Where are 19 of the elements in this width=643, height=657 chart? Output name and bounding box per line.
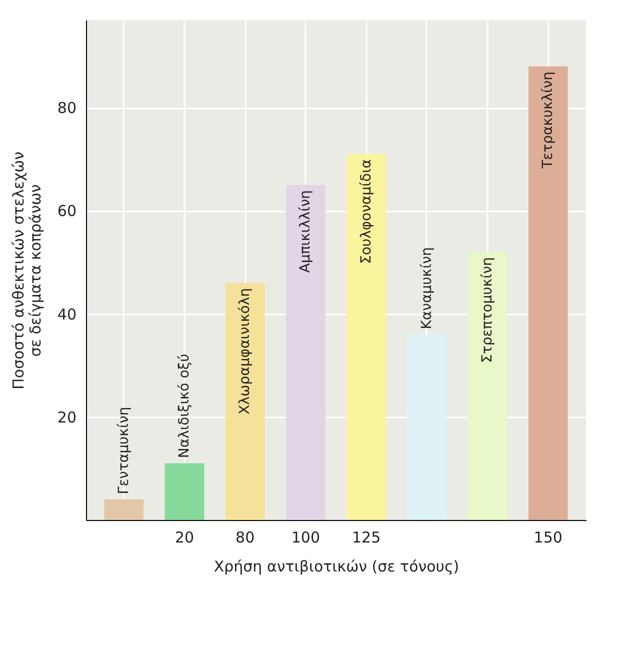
series-label: Αμπικιλλίνη (298, 190, 314, 273)
series-label: Χλωραμφαινικόλη (237, 288, 254, 414)
x-tick-label: 100 (291, 528, 320, 546)
x-axis-title: Χρήση αντιβιοτικών (σε τόνους) (214, 558, 460, 576)
y-tick-label: 40 (57, 305, 76, 324)
x-tick-label: 80 (236, 528, 255, 546)
y-tick-label: 60 (57, 202, 76, 220)
x-tick-label: 150 (534, 528, 562, 546)
y-axis-title: Ποσοστό ανθεκτικών στελεχών σε δείγματα κοπράνων (9, 152, 44, 390)
y-tick-label: 20 (57, 408, 76, 426)
text: Καναμυκίνη (418, 247, 435, 330)
text: Γενταμυκίνη (116, 406, 132, 494)
series-label: Σουλφοναμίδια (358, 159, 374, 264)
x-tick-label: 125 (352, 528, 381, 546)
y-tick-label: 80 (57, 99, 76, 118)
series-label: Τετρακυκλίνη (540, 72, 556, 170)
series-label: Στρεπτομυκίνη (480, 257, 496, 363)
text: Ναλιδιξικό οξύ (176, 354, 192, 458)
x-tick-label: 20 (174, 528, 194, 546)
